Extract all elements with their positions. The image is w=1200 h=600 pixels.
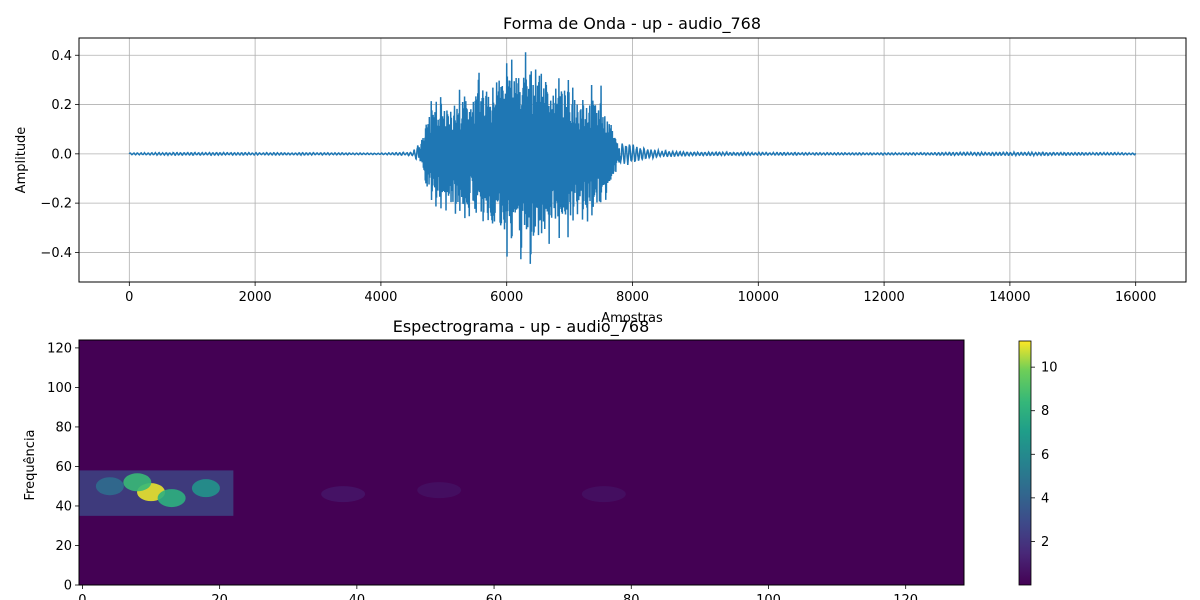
waveform-y-tick-label: 0.2 [51, 98, 72, 113]
waveform-y-tick-label: 0.0 [51, 147, 72, 162]
spectrogram-x-tick-label: 120 [893, 593, 918, 600]
colorbar-tick-label: 10 [1041, 361, 1058, 376]
spectrogram-title: Espectrograma - up - audio_768 [393, 317, 650, 337]
spectrogram-y-ticks: 0 20 40 60 80 100 120 [47, 341, 79, 594]
colorbar-tick-label: 4 [1041, 491, 1049, 506]
waveform-x-tick-label: 10000 [738, 290, 779, 305]
spectrogram-x-tick-label: 100 [756, 593, 781, 600]
spectrogram-background [79, 340, 964, 585]
spectrogram-hotspot [581, 486, 626, 503]
spectrogram-energy [79, 470, 626, 516]
spectrogram-y-tick-label: 20 [55, 539, 72, 554]
spectrogram-axes-frame [78, 339, 965, 586]
colorbar-tick-label: 8 [1041, 404, 1049, 419]
spectrogram-y-tick-label: 120 [47, 341, 72, 356]
spectrogram-hotspot [123, 473, 152, 492]
spectrogram-x-tick-label: 80 [623, 593, 640, 600]
spectrogram-y-tick-label: 100 [47, 381, 72, 396]
waveform-y-ticks: −0.4 −0.2 0.0 0.2 0.4 [40, 49, 79, 261]
colorbar-tick-label: 6 [1041, 448, 1049, 463]
waveform-chart: Forma de Onda - up - audio_768 0 2000 4000… [14, 14, 1187, 326]
spectrogram-y-tick-label: 0 [64, 579, 72, 594]
spectrogram-chart: Espectrograma - up - audio_768 020406080… [23, 317, 1058, 600]
colorbar-ticks: 2 4 6 8 10 [1031, 361, 1058, 550]
spectrogram-y-tick-label: 40 [55, 499, 72, 514]
spectrogram-y-tick-label: 60 [55, 460, 72, 475]
spectrogram-hotspot [417, 482, 462, 499]
spectrogram-y-tick-label: 80 [55, 420, 72, 435]
waveform-x-tick-label: 12000 [863, 290, 904, 305]
waveform-x-tick-label: 0 [125, 290, 133, 305]
spectrogram-x-tick-label: 60 [486, 593, 503, 600]
waveform-xlabel: Amostras [601, 311, 663, 326]
spectrogram-x-tick-label: 40 [349, 593, 366, 600]
waveform-y-tick-label: −0.4 [40, 246, 72, 261]
waveform-x-tick-label: 8000 [616, 290, 649, 305]
waveform-x-tick-label: 2000 [239, 290, 272, 305]
waveform-ylabel: Amplitude [14, 127, 29, 194]
spectrogram-hotspot [157, 489, 186, 508]
waveform-x-tick-label: 16000 [1115, 290, 1156, 305]
spectrogram-hotspot [191, 479, 220, 498]
spectrogram-ylabel: Frequência [23, 429, 38, 500]
spectrogram-x-tick-label: 0 [78, 593, 86, 600]
spectrogram-x-ticks: 0 20 40 60 80 100 120 [78, 585, 918, 600]
colorbar [1018, 340, 1032, 586]
waveform-title: Forma de Onda - up - audio_768 [503, 14, 761, 34]
spectrogram-hotspot [95, 477, 124, 496]
waveform-y-tick-label: 0.4 [51, 49, 72, 64]
colorbar-tick-label: 2 [1041, 535, 1049, 550]
waveform-x-tick-label: 14000 [989, 290, 1030, 305]
waveform-x-tick-label: 6000 [490, 290, 523, 305]
waveform-x-tick-label: 4000 [364, 290, 397, 305]
spectrogram-hotspot [321, 486, 366, 503]
waveform-x-ticks: 0 2000 4000 6000 8000 10000 12000 14000 16000 [125, 282, 1156, 305]
waveform-line [128, 52, 1137, 264]
spectrogram-x-tick-label: 20 [211, 593, 228, 600]
waveform-y-tick-label: −0.2 [40, 197, 72, 212]
